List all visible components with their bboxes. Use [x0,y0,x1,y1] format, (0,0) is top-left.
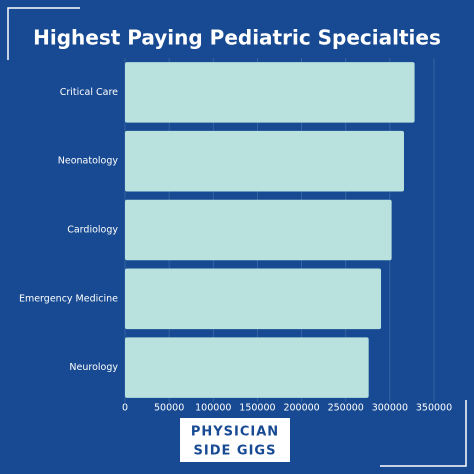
chart-title: Highest Paying Pediatric Specialties [33,26,441,50]
y-tick-label: Emergency Medicine [19,293,118,304]
x-tick-label: 50000 [154,403,184,414]
bar [125,199,392,261]
x-tick-label: 250000 [328,403,364,414]
bar [125,268,382,330]
bar [125,337,369,398]
bar [125,62,415,123]
x-tick-label: 150000 [239,403,275,414]
x-tick-label: 100000 [195,403,231,414]
logo-text: PHYSICIAN [191,425,279,440]
y-tick-label: Neurology [69,362,118,373]
corner-decoration [7,7,80,60]
x-tick-label: 0 [122,403,128,414]
y-tick-label: Critical Care [60,87,118,98]
logo-box [180,418,290,462]
y-tick-label: Neonatology [58,156,119,167]
logo-text: SIDE GIGS [194,444,277,459]
x-tick-label: 350000 [416,403,452,414]
y-tick-label: Cardiology [67,225,118,236]
corner-decoration [380,400,467,467]
x-tick-label: 300000 [372,403,408,414]
x-tick-label: 200000 [283,403,319,414]
bar [125,130,404,192]
